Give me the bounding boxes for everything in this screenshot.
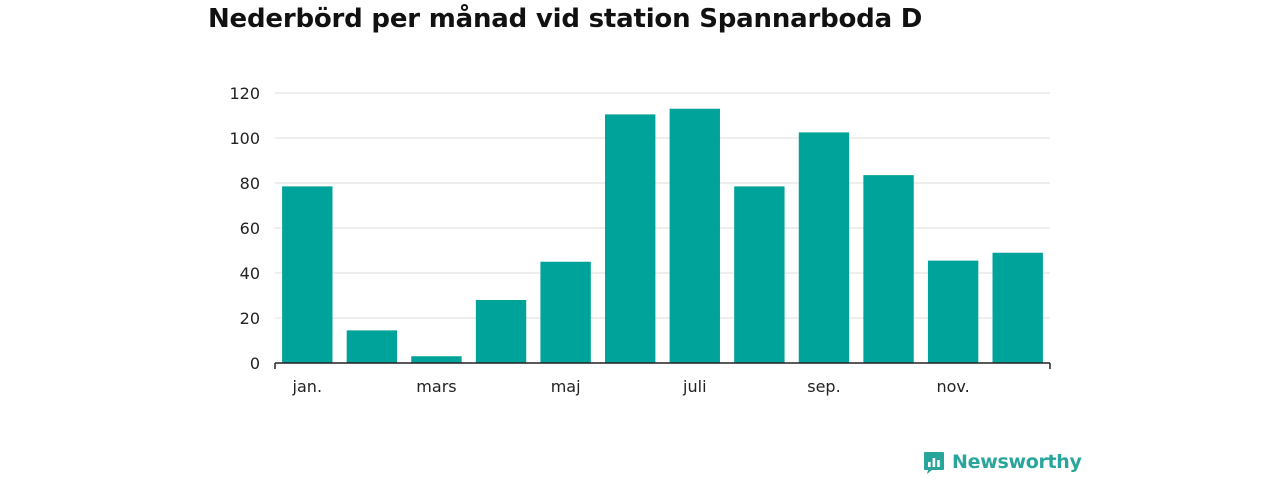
x-tick-label: jan. — [292, 377, 322, 396]
bar-8 — [734, 186, 785, 363]
brand-logo: Newsworthy — [922, 450, 1082, 474]
y-tick-label: 100 — [229, 129, 260, 148]
y-tick-label: 60 — [240, 219, 260, 238]
bar-10 — [863, 175, 914, 363]
x-tick-label: maj — [551, 377, 581, 396]
bars — [282, 108, 1043, 363]
bar-7 — [669, 108, 720, 363]
bar-11 — [927, 260, 979, 363]
bar-9 — [798, 132, 850, 363]
x-tick-label: mars — [416, 377, 456, 396]
x-tick-label: nov. — [937, 377, 970, 396]
y-tick-label: 20 — [240, 309, 260, 328]
bar-6 — [605, 114, 656, 363]
chart-title: Nederbörd per månad vid station Spannarb… — [208, 4, 923, 34]
y-tick-label: 120 — [229, 84, 260, 103]
bar-chart-icon — [924, 452, 944, 474]
x-tick-label: juli — [682, 377, 706, 396]
axes: 0 20 40 60 80 100 120 jan. mars maj juli sep. nov. — [229, 84, 1051, 396]
y-tick-label: 0 — [250, 354, 260, 373]
x-tick-label: sep. — [807, 377, 840, 396]
bar-1 — [282, 186, 333, 363]
brand-name: Newsworthy — [952, 451, 1082, 473]
bar-2 — [346, 330, 398, 363]
gridlines — [275, 92, 1050, 319]
bar-4 — [475, 300, 527, 363]
bar-3 — [411, 356, 462, 363]
y-tick-label: 80 — [240, 174, 260, 193]
y-tick-label: 40 — [240, 264, 260, 283]
bar-12 — [992, 252, 1043, 363]
bar-5 — [540, 261, 591, 363]
